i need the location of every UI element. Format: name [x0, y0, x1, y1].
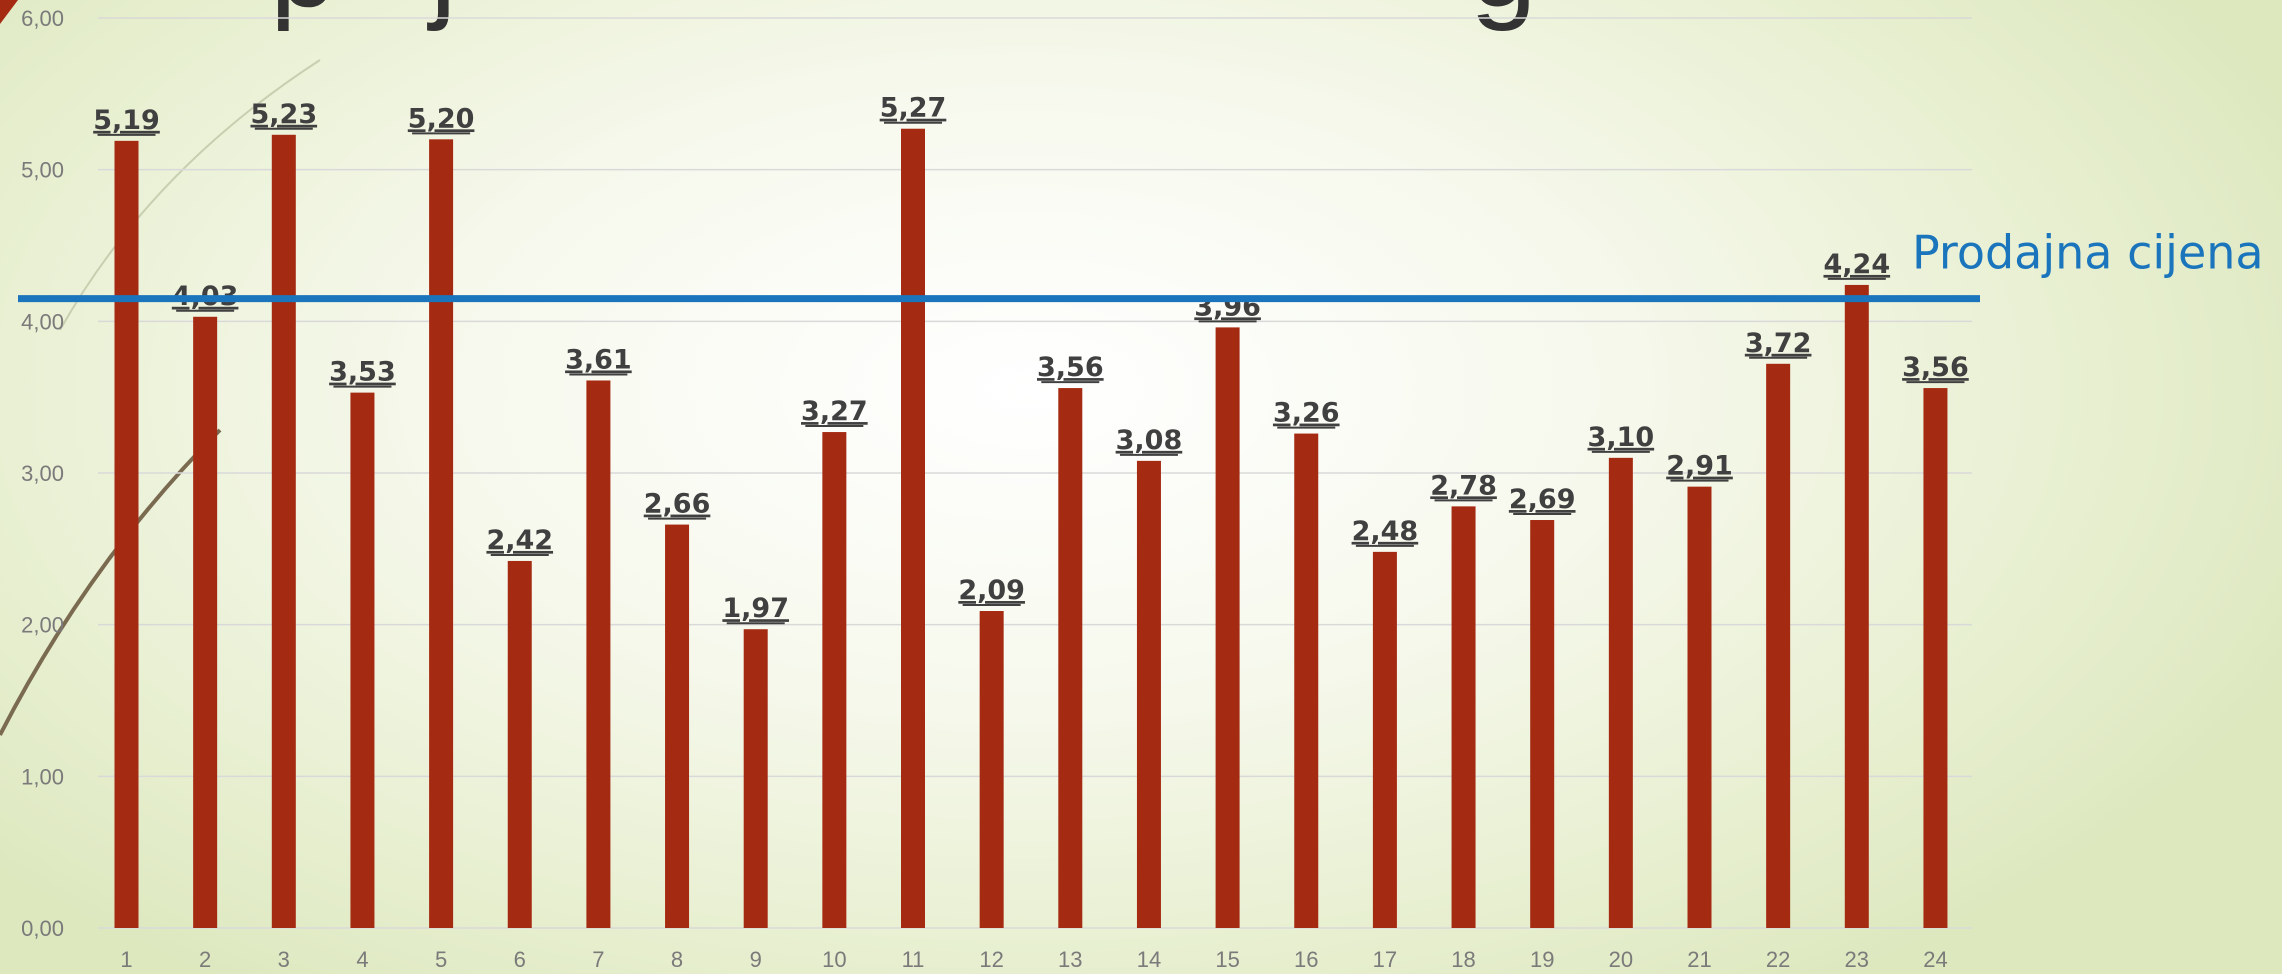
x-tick-label-15: 15 [1215, 947, 1239, 972]
y-axis-tick-labels: 0,00 1,00 2,00 3,00 4,00 5,00 6,00 [21, 6, 64, 941]
title-fragment-g: g [1470, 0, 1537, 32]
bar-series [114, 128, 1948, 929]
x-tick-label-12: 12 [979, 947, 1003, 972]
data-label-3: 5,23 [250, 99, 317, 130]
data-label-19: 2,69 [1509, 484, 1576, 515]
bar-14 [1136, 460, 1161, 928]
x-tick-label-3: 3 [278, 947, 290, 972]
data-label-20: 3,10 [1588, 422, 1655, 453]
data-label-9: 1,97 [722, 593, 789, 624]
data-label-6: 2,42 [486, 525, 553, 556]
x-tick-label-16: 16 [1294, 947, 1318, 972]
x-tick-label-4: 4 [356, 947, 368, 972]
data-label-16: 3,26 [1273, 398, 1340, 429]
data-label-5: 5,20 [408, 103, 475, 134]
y-tick-label-6: 6,00 [21, 6, 64, 31]
bar-18 [1451, 506, 1476, 928]
title-fragment-j: j [427, 0, 457, 32]
x-tick-label-1: 1 [120, 947, 132, 972]
bar-5 [429, 139, 454, 929]
bar-6 [507, 560, 532, 928]
bar-23 [1844, 284, 1869, 928]
x-tick-label-5: 5 [435, 947, 447, 972]
data-label-21: 2,91 [1666, 451, 1733, 482]
x-tick-label-23: 23 [1845, 947, 1869, 972]
y-tick-label-5: 5,00 [21, 158, 64, 183]
bar-24 [1923, 388, 1948, 929]
data-label-18: 2,78 [1430, 470, 1497, 501]
bar-2 [193, 316, 218, 928]
x-axis-tick-labels: 1 2 3 4 5 6 7 8 9 10 11 12 13 14 15 16 17 18 19 20 21 22 23 24 [120, 947, 1947, 972]
x-tick-label-7: 7 [592, 947, 604, 972]
bar-16 [1294, 433, 1319, 928]
data-label-10: 3,27 [801, 396, 868, 427]
data-labels: 5,194,035,233,535,202,423,612,661,973,27… [93, 93, 1969, 625]
x-tick-label-6: 6 [514, 947, 526, 972]
reference-line-group: Prodajna cijena [18, 226, 2264, 303]
data-label-14: 3,08 [1116, 425, 1183, 456]
data-label-1: 5,19 [93, 105, 160, 136]
x-tick-label-22: 22 [1766, 947, 1790, 972]
bar-20 [1608, 457, 1633, 928]
bar-12 [979, 611, 1004, 928]
x-tick-label-11: 11 [902, 947, 925, 972]
bar-10 [822, 432, 847, 928]
decor-curve-dark [0, 428, 222, 736]
x-tick-label-10: 10 [822, 947, 846, 972]
bar-17 [1372, 551, 1397, 928]
bar-11 [901, 128, 925, 928]
y-tick-label-0: 0,00 [21, 916, 64, 941]
x-tick-label-13: 13 [1058, 947, 1082, 972]
x-tick-label-20: 20 [1609, 947, 1633, 972]
data-label-8: 2,66 [644, 489, 711, 520]
x-tick-label-21: 21 [1687, 947, 1711, 972]
bar-22 [1766, 363, 1791, 928]
x-tick-label-9: 9 [750, 947, 762, 972]
decor-corner-triangle [0, 0, 18, 24]
bar-7 [586, 380, 611, 928]
bar-9 [743, 629, 768, 928]
x-tick-label-8: 8 [671, 947, 683, 972]
y-tick-label-4: 4,00 [21, 309, 64, 334]
y-tick-label-2: 2,00 [21, 613, 64, 638]
x-tick-label-19: 19 [1530, 947, 1554, 972]
bar-1 [114, 140, 139, 929]
x-tick-label-14: 14 [1137, 947, 1161, 972]
data-label-17: 2,48 [1352, 516, 1419, 547]
bar-3 [271, 134, 296, 929]
data-label-12: 2,09 [958, 575, 1025, 606]
data-label-7: 3,61 [565, 344, 632, 375]
data-label-22: 3,72 [1745, 328, 1812, 359]
bar-4 [350, 392, 375, 928]
title-fragment-left: p [270, 0, 337, 32]
slide-decoration: p j g [0, 0, 1537, 736]
data-label-4: 3,53 [329, 357, 396, 388]
bar-13 [1058, 388, 1083, 929]
data-label-24: 3,56 [1902, 352, 1969, 383]
data-label-23: 4,24 [1823, 249, 1890, 280]
data-label-13: 3,56 [1037, 352, 1104, 383]
x-tick-label-2: 2 [199, 947, 211, 972]
bar-8 [665, 524, 690, 928]
y-tick-label-3: 3,00 [21, 461, 64, 486]
bar-21 [1687, 486, 1712, 928]
reference-line-label: Prodajna cijena [1912, 226, 2264, 280]
bar-15 [1215, 327, 1240, 928]
x-tick-label-24: 24 [1923, 947, 1947, 972]
gridlines [98, 17, 1972, 929]
data-label-11: 5,27 [880, 93, 947, 124]
bar-19 [1530, 520, 1555, 928]
decor-curve-light [59, 59, 321, 331]
x-tick-label-17: 17 [1373, 947, 1397, 972]
x-tick-label-18: 18 [1451, 947, 1475, 972]
y-tick-label-1: 1,00 [21, 764, 64, 789]
